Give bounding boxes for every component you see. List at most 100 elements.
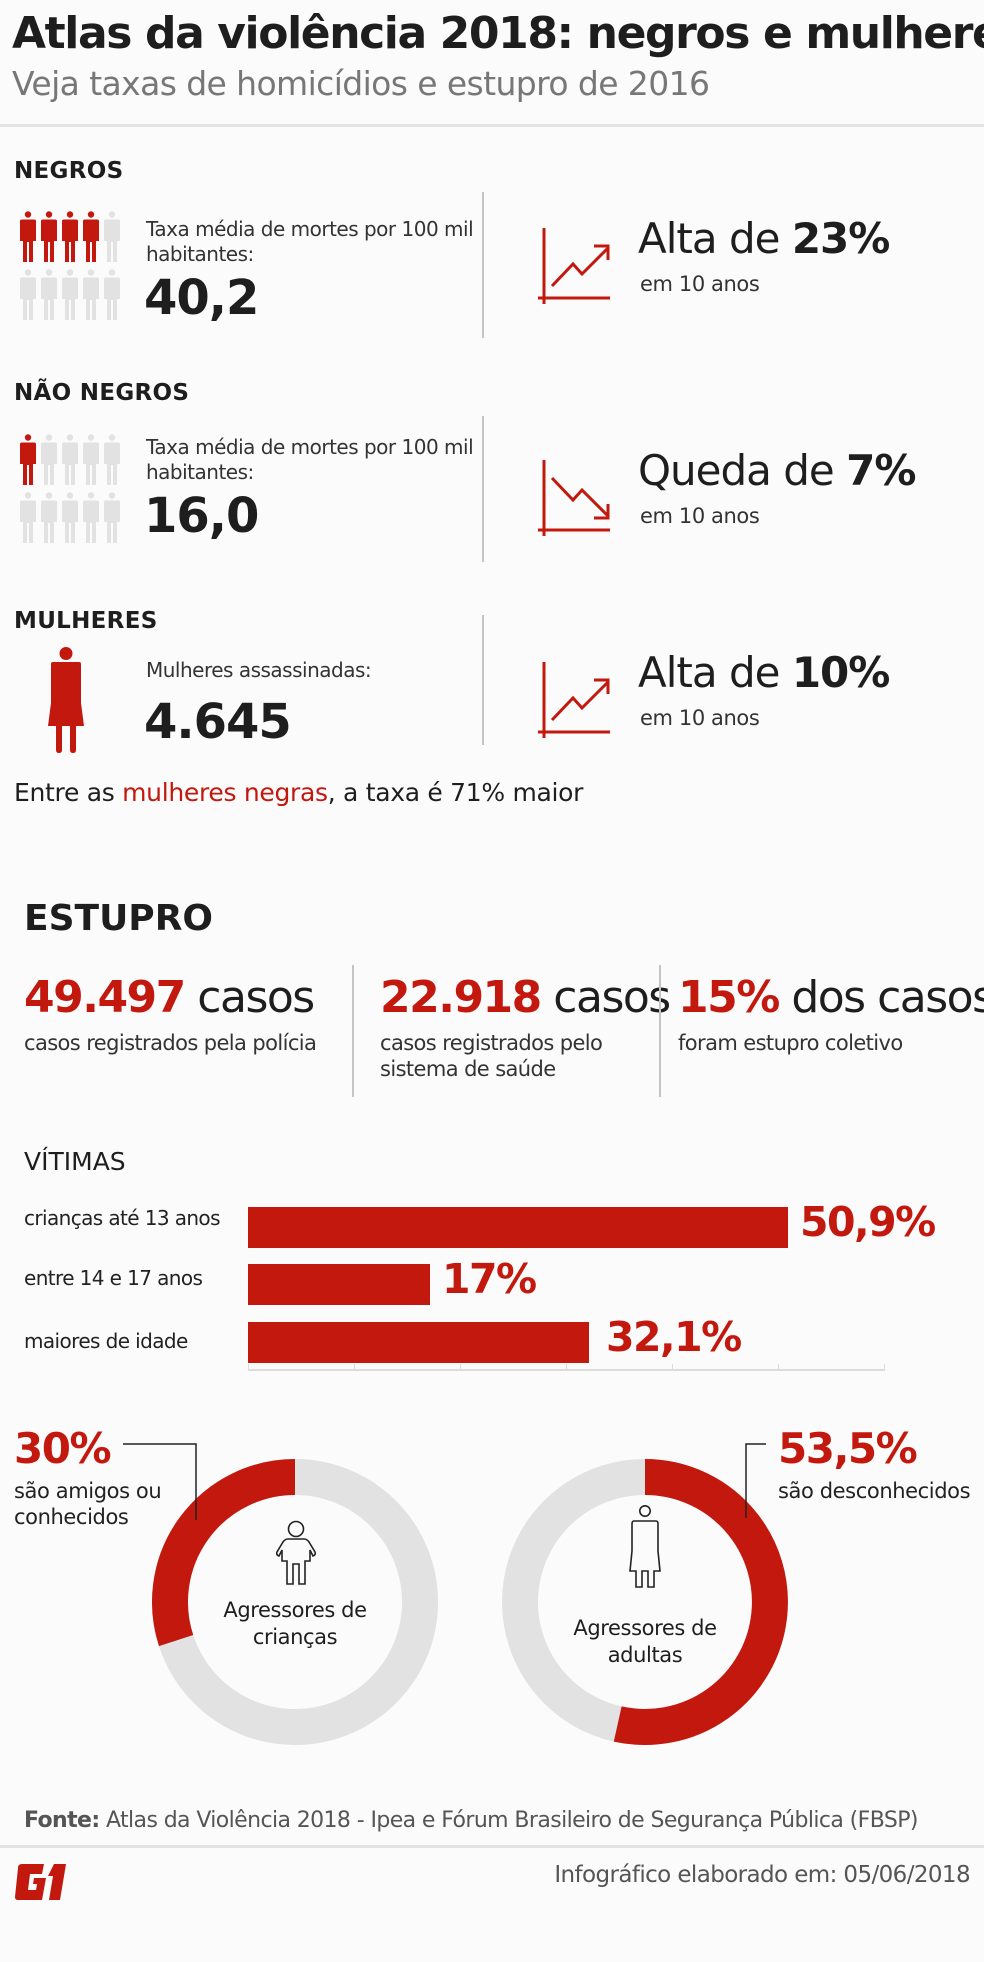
- rate-value-nao-negros: 16,0: [144, 488, 259, 544]
- person-icon: [18, 492, 38, 544]
- source-text: Atlas da Violência 2018 - Ipea e Fórum B…: [99, 1808, 918, 1833]
- stat-unit: dos casos: [778, 972, 984, 1023]
- stat-collective-rape: 15% dos casos: [678, 972, 984, 1023]
- trend-nao-negros: Queda de 7%: [638, 446, 916, 495]
- women-killed-description: Mulheres assassinadas:: [146, 658, 372, 682]
- bar-label: maiores de idade: [24, 1329, 188, 1353]
- person-icon: [102, 211, 122, 263]
- bar-value: 17%: [442, 1255, 537, 1303]
- trend-value: 23%: [791, 214, 891, 263]
- rate-description: Taxa média de mortes por 100 mil habitan…: [146, 435, 474, 484]
- page-title: Atlas da violência 2018: negros e mulher…: [12, 8, 984, 59]
- bar-value: 32,1%: [606, 1313, 742, 1361]
- section-label-negros: NEGROS: [14, 158, 124, 184]
- source-label: Fonte:: [24, 1808, 100, 1833]
- donut-children-center-label: Agressores de crianças: [195, 1597, 395, 1651]
- stat-value: 15%: [678, 972, 780, 1023]
- stat-unit: casos: [184, 972, 315, 1023]
- child-icon: [275, 1520, 317, 1585]
- donut-adults-center-label: Agressores de adultas: [545, 1615, 745, 1669]
- axis-tick: [884, 1364, 885, 1370]
- section-title-estupro: ESTUPRO: [24, 898, 214, 939]
- bar-criancas: [248, 1207, 788, 1248]
- person-icon: [18, 434, 38, 486]
- woman-outline-icon: [629, 1505, 661, 1588]
- person-icon: [102, 434, 122, 486]
- trend-negros: Alta de 23%: [638, 214, 891, 263]
- center-line: Agressores de: [573, 1616, 717, 1640]
- axis-tick: [460, 1364, 461, 1370]
- trend-mulheres: Alta de 10%: [638, 648, 891, 697]
- column-divider: [482, 192, 484, 338]
- stat-desc: casos registrados pela polícia: [24, 1031, 317, 1055]
- note-highlight: mulheres negras: [122, 778, 328, 807]
- black-women-note: Entre as mulheres negras, a taxa é 71% m…: [14, 778, 583, 807]
- donut-chart-adults: [502, 1443, 788, 1745]
- stat-police-cases: 49.497 casos: [24, 972, 315, 1023]
- donut-children-percent: 30%: [14, 1424, 112, 1473]
- people-grid-nao-negros: [18, 434, 122, 544]
- g1-logo: [15, 1864, 66, 1900]
- section-label-nao-negros: NÃO NEGROS: [14, 380, 190, 406]
- trend-prefix: Alta de: [638, 214, 792, 263]
- column-divider: [482, 416, 484, 562]
- center-line: crianças: [252, 1625, 338, 1649]
- column-divider: [352, 965, 354, 1097]
- person-icon: [18, 211, 38, 263]
- person-icon: [102, 492, 122, 544]
- bar-chart-axis: [248, 1369, 885, 1371]
- people-grid-negros: [18, 211, 122, 321]
- center-line: Agressores de: [223, 1598, 367, 1622]
- person-icon: [102, 269, 122, 321]
- person-icon: [60, 269, 80, 321]
- bar-label: crianças até 13 anos: [24, 1206, 221, 1230]
- person-icon: [81, 492, 101, 544]
- person-icon: [81, 434, 101, 486]
- person-icon: [81, 269, 101, 321]
- person-icon: [81, 211, 101, 263]
- column-divider: [482, 615, 484, 745]
- trend-prefix: Queda de: [638, 446, 847, 495]
- person-icon: [39, 211, 59, 263]
- donut-adults-percent: 53,5%: [778, 1424, 918, 1473]
- trend-up-icon: [536, 660, 616, 740]
- bar-adultos: [248, 1322, 589, 1363]
- bar-value: 50,9%: [800, 1198, 936, 1246]
- stat-desc: casos registrados pelo sistema de saúde: [380, 1031, 603, 1081]
- trend-period: em 10 anos: [640, 706, 760, 730]
- section-label-mulheres: MULHERES: [14, 608, 158, 634]
- donut-adults-desc: são desconhecidos: [778, 1479, 971, 1503]
- note-text: Entre as: [14, 778, 123, 807]
- footer-divider: [0, 1845, 984, 1848]
- stat-value: 49.497: [24, 972, 186, 1023]
- person-icon: [39, 269, 59, 321]
- axis-tick: [354, 1364, 355, 1370]
- bar-adolescentes: [248, 1264, 430, 1305]
- trend-period: em 10 anos: [640, 504, 760, 528]
- woman-icon: [48, 647, 84, 753]
- rate-value-negros: 40,2: [144, 270, 259, 326]
- stat-value: 22.918: [380, 972, 542, 1023]
- axis-tick: [566, 1364, 567, 1370]
- source-credit: Fonte: Atlas da Violência 2018 - Ipea e …: [24, 1808, 918, 1833]
- women-killed-value: 4.645: [144, 694, 292, 750]
- bar-label: entre 14 e 17 anos: [24, 1266, 203, 1290]
- made-date: Infográfico elaborado em: 05/06/2018: [554, 1862, 970, 1888]
- trend-up-icon: [536, 226, 616, 306]
- rate-description: Taxa média de mortes por 100 mil habitan…: [146, 217, 474, 266]
- stat-health-cases: 22.918 casos: [380, 972, 671, 1023]
- header-divider: [0, 124, 984, 127]
- trend-value: 10%: [791, 648, 891, 697]
- page-subtitle: Veja taxas de homicídios e estupro de 20…: [12, 64, 710, 103]
- person-icon: [18, 269, 38, 321]
- trend-value: 7%: [846, 446, 916, 495]
- axis-tick: [672, 1364, 673, 1370]
- person-icon: [39, 492, 59, 544]
- victims-chart-title: VÍTIMAS: [24, 1147, 126, 1176]
- person-icon: [60, 211, 80, 263]
- center-line: adultas: [607, 1643, 683, 1667]
- stat-unit: casos: [540, 972, 671, 1023]
- person-icon: [60, 492, 80, 544]
- trend-prefix: Alta de: [638, 648, 792, 697]
- note-text: , a taxa é 71% maior: [327, 778, 584, 807]
